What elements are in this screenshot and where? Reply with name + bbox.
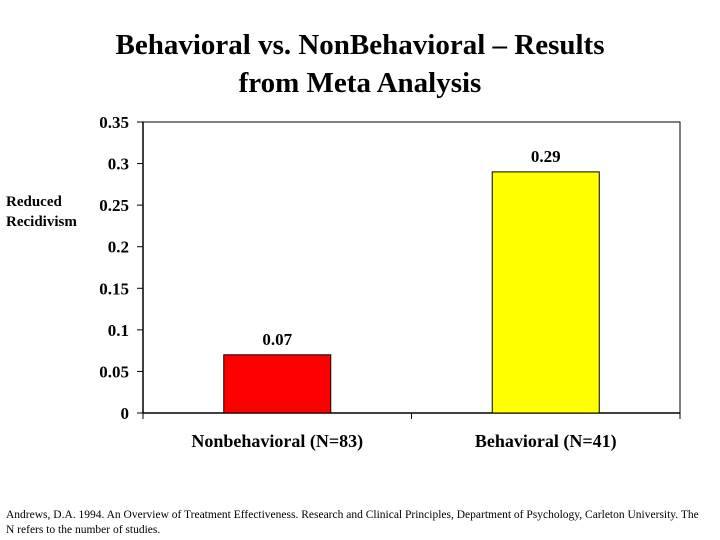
y-tick-label: 0.3 xyxy=(108,155,129,174)
x-ticks: Nonbehavioral (N=83) Behavioral (N=41) xyxy=(142,413,681,452)
x-category-label: Behavioral (N=41) xyxy=(475,431,617,452)
y-tick-label: 0.35 xyxy=(99,113,129,132)
bars: 0.07 0.29 xyxy=(223,147,600,414)
bar-1 xyxy=(491,171,600,414)
title-line-1: Behavioral vs. NonBehavioral – Results xyxy=(115,29,605,61)
y-tick-label: 0.25 xyxy=(99,196,129,215)
title-line-2: from Meta Analysis xyxy=(238,67,482,99)
x-category-label: Nonbehavioral (N=83) xyxy=(191,431,363,452)
bar-0 xyxy=(223,354,332,414)
y-tick-label: 0.2 xyxy=(108,238,129,257)
slide-title: Behavioral vs. NonBehavioral – Results f… xyxy=(40,26,680,102)
y-tick-label: 0.1 xyxy=(108,321,129,340)
data-label: 0.29 xyxy=(531,147,561,166)
y-ticks: 0 0.05 0.1 0.15 0.2 0.25 0.3 0.35 xyxy=(99,113,143,423)
data-label: 0.07 xyxy=(262,330,292,349)
y-tick-label: 0.05 xyxy=(99,362,129,381)
y-axis-label: Reduced Recidivism xyxy=(6,194,77,230)
y-tick-label: 0 xyxy=(121,404,130,423)
footnote: Andrews, D.A. 1994. An Overview of Treat… xyxy=(6,509,699,536)
y-tick-label: 0.15 xyxy=(99,279,129,298)
